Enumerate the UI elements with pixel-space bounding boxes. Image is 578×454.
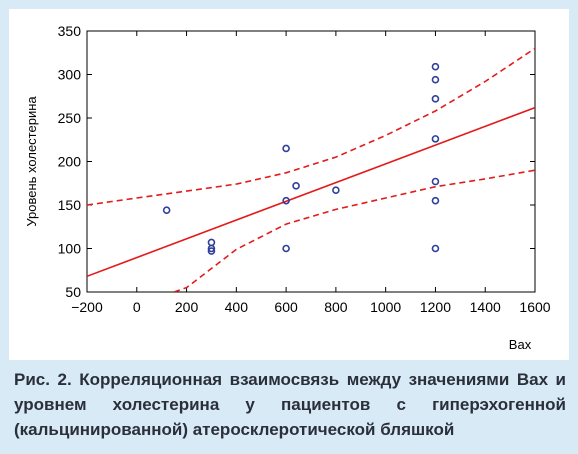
x-tick-label: 1600 [519, 299, 550, 315]
data-point [207, 247, 216, 255]
y-tick-label: 250 [58, 110, 82, 126]
data-point [431, 196, 440, 205]
x-tick-label: 400 [225, 299, 249, 315]
data-point [431, 244, 440, 253]
data-point [431, 177, 440, 186]
regression-line [87, 106, 535, 278]
data-point [292, 182, 300, 190]
data-point [332, 186, 340, 195]
x-tick-label: 1400 [470, 299, 501, 315]
x-tick-label: 600 [274, 299, 298, 315]
data-point [282, 244, 290, 253]
x-tick-label: 0 [133, 299, 141, 315]
x-tick-label: 200 [175, 299, 199, 315]
plot-frame [86, 30, 536, 293]
x-tick-label: 1000 [370, 299, 401, 315]
y-tick-label: 350 [58, 23, 82, 39]
data-point [431, 62, 440, 71]
y-tick-label: 50 [65, 284, 81, 300]
x-tick-label: −200 [71, 299, 103, 315]
curves-group [87, 47, 535, 292]
confidence-lower-line [173, 169, 535, 292]
confidence-upper-line [87, 47, 535, 206]
y-tick-label: 100 [58, 241, 82, 257]
x-axis-title: Вах [509, 337, 532, 352]
x-tick-label: 800 [324, 299, 348, 315]
data-point [282, 196, 290, 205]
data-point [431, 75, 440, 84]
x-tick-label: 1200 [420, 299, 451, 315]
data-point [207, 238, 216, 247]
y-tick-label: 300 [58, 67, 82, 83]
y-tick-label: 200 [58, 154, 82, 170]
scatter-chart: −200 0 200 400 600 800 1000 1200 1400 1600 50 100 15… [24, 23, 551, 352]
data-point [431, 135, 440, 143]
plot-layer: −200 0 200 400 600 800 1000 1200 1400 1600 50 100 15… [24, 23, 551, 352]
figure-caption: Рис. 2. Корреляционная взаимосвязь между… [14, 370, 566, 439]
data-point [162, 206, 171, 215]
y-axis-title: Уровень холестерина [24, 96, 39, 227]
data-point [431, 95, 440, 103]
y-tick-label: 150 [58, 197, 82, 213]
data-point [207, 244, 216, 253]
chart-panel: −200 0 200 400 600 800 1000 1200 1400 1600 50 100 15… [9, 9, 569, 360]
data-point [282, 144, 290, 153]
